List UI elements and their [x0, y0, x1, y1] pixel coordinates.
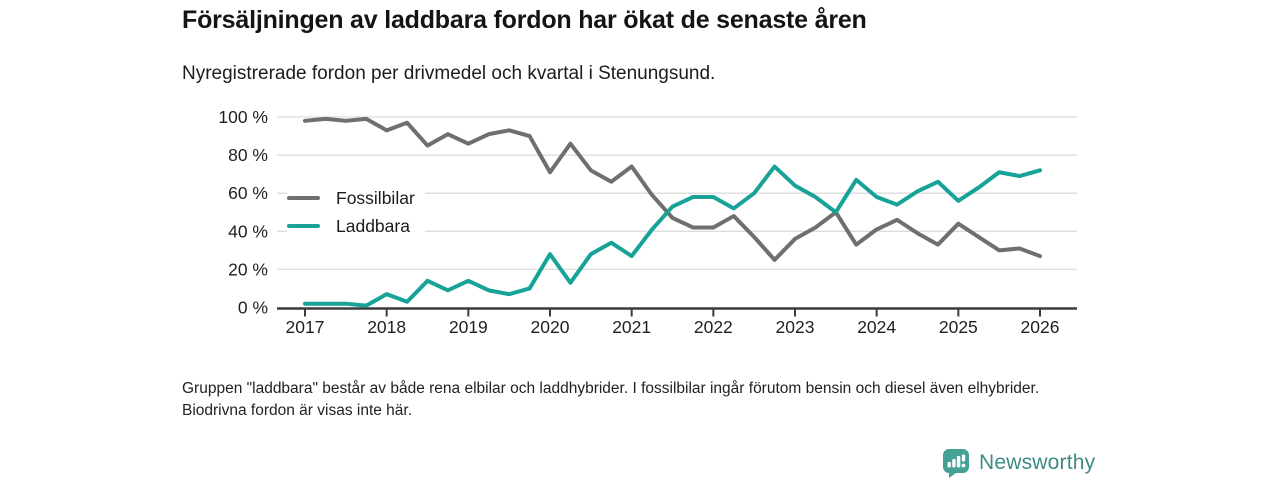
legend-item-laddbara: Laddbara [287, 212, 425, 240]
x-axis-tick-label: 2020 [531, 317, 570, 337]
series-line-laddbara [303, 164, 1042, 308]
y-axis-tick-label: 100 % [218, 107, 268, 127]
legend-label: Fossilbilar [336, 187, 415, 208]
x-axis-tick-label: 2018 [367, 317, 406, 337]
y-axis-tick-label: 60 % [228, 183, 268, 203]
brand-name: Newsworthy [979, 451, 1096, 474]
x-axis-tick-label: 2022 [694, 317, 733, 337]
y-axis-tick-label: 0 % [238, 298, 268, 318]
x-axis-tick-label: 2019 [449, 317, 488, 337]
laddbara-line-swatch-icon [287, 224, 320, 228]
legend-item-fossilbilar: Fossilbilar [287, 184, 425, 212]
chart-title: Försäljningen av laddbara fordon har öka… [182, 6, 867, 34]
bar-chart-pin-icon [942, 449, 969, 478]
chart-footnote: Gruppen "laddbara" består av både rena e… [182, 380, 1040, 419]
x-axis-tick-label: 2021 [612, 317, 651, 337]
chart-legend: Fossilbilar Laddbara [287, 184, 425, 240]
chart-canvas: 0 % 20 % 40 % 60 % 80 % 100 % 2017 2018 2019 2020… [218, 107, 1077, 337]
y-axis-tick-label: 40 % [228, 221, 268, 241]
x-axis-tick-label: 2023 [776, 317, 815, 337]
x-axis-tick-label: 2025 [939, 317, 978, 337]
series-line-fossilbilar [303, 116, 1042, 262]
line-chart: 0 % 20 % 40 % 60 % 80 % 100 % 2017 2018 2019 2020… [180, 100, 1090, 350]
legend-label: Laddbara [336, 215, 410, 236]
y-axis-tick-label: 20 % [228, 259, 268, 279]
x-axis-tick-label: 2024 [857, 317, 896, 337]
newsworthy-logo: Newsworthy [941, 448, 1095, 478]
fossilbilar-line-swatch-icon [287, 196, 320, 200]
x-axis-tick-label: 2017 [286, 317, 325, 337]
x-axis-tick-label: 2026 [1021, 317, 1060, 337]
chart-subtitle: Nyregistrerade fordon per drivmedel och … [182, 63, 716, 84]
y-axis-tick-label: 80 % [228, 145, 268, 165]
